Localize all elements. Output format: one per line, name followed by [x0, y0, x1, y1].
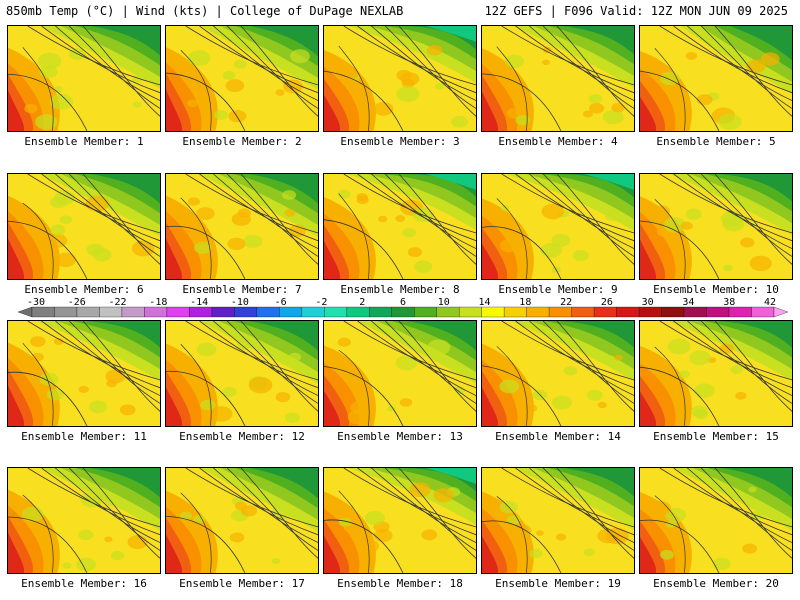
ensemble-member-map: [481, 320, 635, 427]
model-run-info: 12Z GEFS | F096 Valid: 12Z MON JUN 09 20…: [484, 4, 788, 18]
ensemble-member-label: Ensemble Member: 10: [653, 283, 779, 296]
ensemble-member-label: Ensemble Member: 7: [182, 283, 302, 296]
ensemble-member-map: [323, 320, 477, 427]
temperature-colorbar: [18, 306, 788, 318]
ensemble-member-map: [7, 320, 161, 427]
ensemble-member-map: [323, 173, 477, 280]
ensemble-member-label: Ensemble Member: 3: [340, 135, 460, 148]
ensemble-member-map: [165, 173, 319, 280]
colorbar-segment: [773, 306, 788, 318]
ensemble-member-label: Ensemble Member: 4: [498, 135, 618, 148]
ensemble-member-label: Ensemble Member: 11: [21, 430, 147, 443]
colorbar-segment: [121, 306, 145, 318]
ensemble-member-map: [481, 25, 635, 132]
colorbar-segment: [189, 306, 213, 318]
ensemble-member-map: [7, 25, 161, 132]
ensemble-member-label: Ensemble Member: 9: [498, 283, 618, 296]
colorbar-segment: [166, 306, 190, 318]
colorbar-tick-label: 10: [437, 297, 450, 308]
colorbar-segment: [414, 306, 437, 318]
ensemble-member-label: Ensemble Member: 16: [21, 577, 147, 590]
ensemble-member-label: Ensemble Member: 18: [337, 577, 463, 590]
ensemble-member-label: Ensemble Member: 19: [495, 577, 621, 590]
ensemble-member-map: [7, 467, 161, 574]
colorbar-segment: [279, 306, 302, 318]
ensemble-member-map: [481, 467, 635, 574]
ensemble-member-label: Ensemble Member: 13: [337, 430, 463, 443]
colorbar-segment: [459, 306, 482, 318]
colorbar-tick-label: 6: [399, 297, 407, 308]
colorbar-tick-label: -26: [67, 297, 86, 308]
colorbar-tick-label: 34: [682, 297, 695, 308]
ensemble-member-label: Ensemble Member: 8: [340, 283, 460, 296]
colorbar-tick-label: 18: [519, 297, 532, 308]
ensemble-member-label: Ensemble Member: 17: [179, 577, 305, 590]
colorbar-segment: [751, 306, 775, 318]
ensemble-member-map: [639, 320, 793, 427]
colorbar-segment: [211, 306, 235, 318]
colorbar-tick-label: 22: [560, 297, 573, 308]
ensemble-member-label: Ensemble Member: 14: [495, 430, 621, 443]
ensemble-member-map: [481, 173, 635, 280]
colorbar-tick-label: -30: [26, 297, 46, 308]
colorbar-tick-label: -22: [108, 297, 127, 308]
colorbar-segment: [638, 306, 662, 318]
colorbar-segment: [436, 306, 460, 318]
colorbar-segment: [616, 306, 640, 318]
colorbar-tick-label: 42: [763, 297, 777, 308]
colorbar-segment: [18, 306, 33, 318]
colorbar-tick-label: -10: [230, 297, 249, 308]
ensemble-member-map: [639, 467, 793, 574]
ensemble-member-label: Ensemble Member: 5: [656, 135, 776, 148]
colorbar-segment: [324, 306, 347, 318]
colorbar-segment: [706, 306, 730, 318]
ensemble-member-label: Ensemble Member: 6: [24, 283, 144, 296]
ensemble-member-map: [165, 25, 319, 132]
colorbar-tick-label: 14: [478, 297, 491, 308]
ensemble-member-map: [639, 25, 793, 132]
colorbar-segment: [234, 306, 257, 318]
colorbar-segment: [99, 306, 123, 318]
colorbar-segment: [526, 306, 550, 318]
map-title: 850mb Temp (°C) | Wind (kts) | College o…: [6, 4, 404, 18]
colorbar-segment: [391, 306, 415, 318]
colorbar-segment: [144, 306, 168, 318]
colorbar-segment: [481, 306, 505, 318]
ensemble-member-label: Ensemble Member: 1: [24, 135, 144, 148]
ensemble-member-label: Ensemble Member: 12: [179, 430, 305, 443]
colorbar-tick-label: -6: [274, 297, 287, 308]
colorbar-tick-label: 30: [641, 297, 654, 308]
colorbar-segment: [369, 306, 392, 318]
ensemble-member-label: Ensemble Member: 20: [653, 577, 779, 590]
colorbar-segment: [256, 306, 280, 318]
colorbar-segment: [31, 306, 55, 318]
colorbar-segment: [301, 306, 325, 318]
colorbar-segment: [661, 306, 685, 318]
colorbar-segment: [571, 306, 595, 318]
ensemble-member-map: [323, 467, 477, 574]
colorbar-tick-label: -2: [315, 297, 328, 308]
colorbar-tick-label: 26: [600, 297, 613, 308]
ensemble-member-map: [639, 173, 793, 280]
colorbar-tick-label: -14: [190, 297, 209, 308]
ensemble-member-map: [165, 320, 319, 427]
colorbar-segment: [549, 306, 572, 318]
colorbar-tick-label: 2: [359, 297, 366, 308]
ensemble-member-label: Ensemble Member: 15: [653, 430, 779, 443]
colorbar-tick-label: -18: [149, 297, 168, 308]
colorbar-tick-label: 38: [723, 297, 736, 308]
ensemble-member-map: [165, 467, 319, 574]
ensemble-member-label: Ensemble Member: 2: [182, 135, 302, 148]
colorbar-segment: [54, 306, 78, 318]
colorbar-segment: [593, 306, 617, 318]
colorbar-segment: [728, 306, 752, 318]
ensemble-member-map: [7, 173, 161, 280]
colorbar-segment: [76, 306, 100, 318]
colorbar-segment: [683, 306, 707, 318]
colorbar-segment: [346, 306, 370, 318]
ensemble-member-map: [323, 25, 477, 132]
colorbar-segment: [504, 306, 527, 318]
